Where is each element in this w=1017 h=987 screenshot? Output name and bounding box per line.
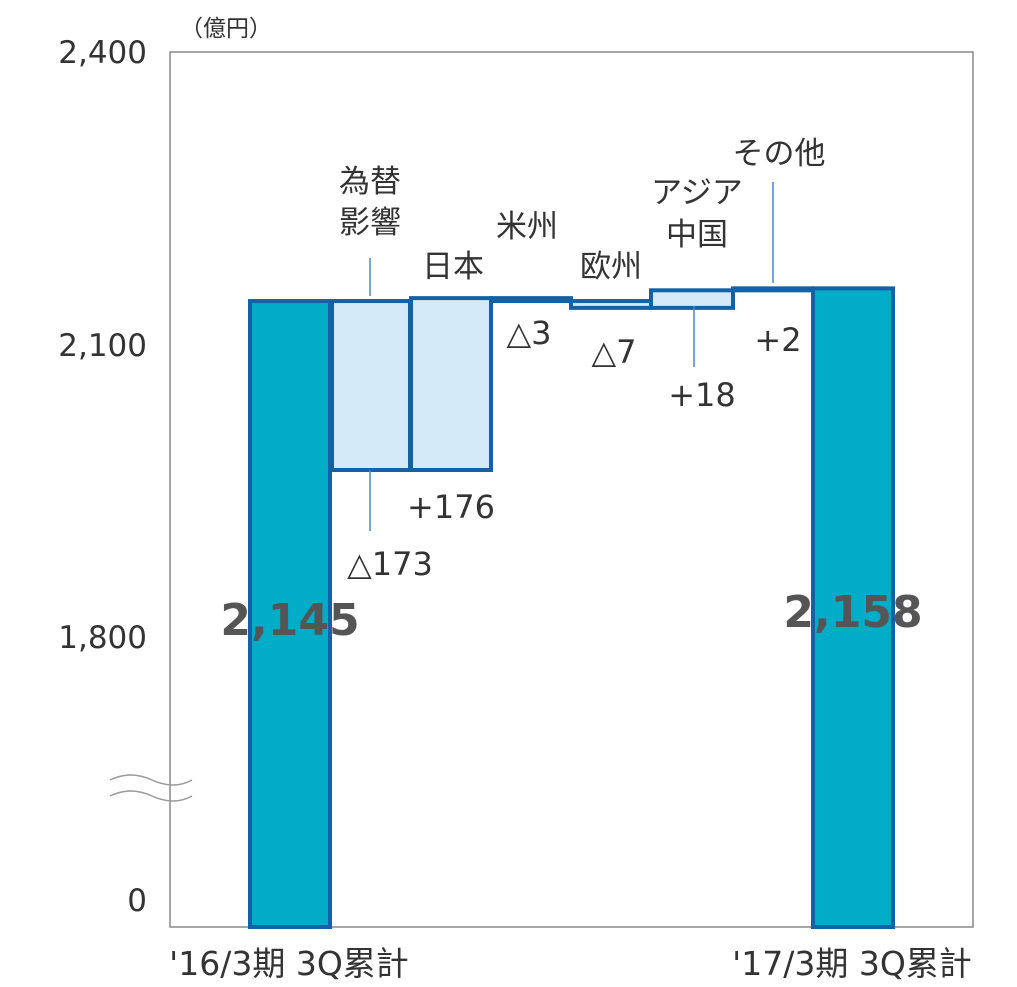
y-tick-label: 2,400 (58, 35, 147, 71)
category-label: 日本 (422, 249, 484, 285)
delta-value-label: +176 (407, 488, 495, 526)
delta-bar (330, 299, 412, 473)
plot-frame (169, 51, 974, 928)
category-label: 為替 (339, 164, 401, 200)
x-category-label: '17/3期 3Q累計 (732, 944, 972, 983)
category-label: アジア (651, 175, 743, 211)
category-label: 影響 (339, 205, 401, 241)
x-category-label: '16/3期 3Q累計 (169, 944, 409, 983)
total-value-label: 2,158 (783, 587, 922, 638)
category-label: 米州 (496, 209, 558, 245)
delta-bar (731, 286, 815, 293)
delta-value-label: +18 (668, 376, 736, 414)
unit-label: （億円） (180, 16, 272, 42)
delta-value-label: +2 (754, 321, 801, 359)
axis-break-mark-lower (109, 790, 193, 802)
delta-bar (649, 288, 735, 310)
delta-bar (569, 299, 653, 310)
total-bar (248, 299, 332, 929)
category-label: 中国 (666, 217, 728, 253)
y-tick-label: 2,100 (58, 328, 147, 364)
category-label: 欧州 (580, 249, 642, 285)
total-value-label: 2,145 (220, 595, 359, 646)
delta-bar (489, 296, 573, 304)
delta-value-label: △173 (347, 545, 433, 583)
total-bar (811, 286, 895, 929)
category-label: その他 (733, 136, 826, 172)
y-tick-label: 1,800 (58, 620, 147, 656)
delta-value-label: △3 (507, 314, 552, 352)
delta-value-label: △7 (592, 333, 637, 371)
delta-bar (409, 296, 493, 473)
axis-break-mark-upper (109, 774, 193, 786)
y-tick-label: 0 (127, 883, 147, 919)
